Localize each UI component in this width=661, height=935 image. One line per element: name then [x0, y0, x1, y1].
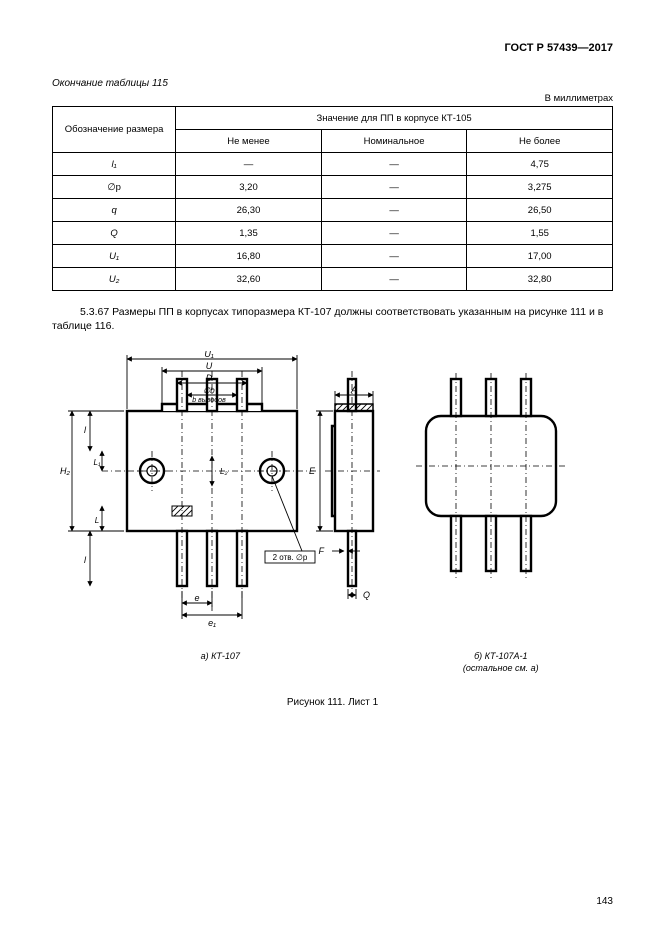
svg-text:U₁: U₁: [204, 351, 213, 359]
figure-a: U₁ U D ∅b b выводов 2 отв. ∅p: [52, 351, 392, 641]
dimensions-table: Обозначение размера Значение для ПП в ко…: [52, 106, 613, 291]
svg-text:e: e: [194, 593, 199, 603]
svg-text:D: D: [206, 373, 213, 383]
table-body: l₁ ——4,75 ∅p 3,20—3,275 q 26,30—26,50 Q …: [53, 153, 613, 291]
table-row: l₁ ——4,75: [53, 153, 613, 176]
svg-text:e₁: e₁: [208, 618, 216, 628]
table-continuation-label: Окончание таблицы 115: [52, 78, 613, 89]
svg-text:Q: Q: [363, 590, 370, 600]
svg-text:L₁: L₁: [94, 458, 101, 467]
th-symbol: Обозначение размера: [53, 107, 176, 153]
svg-text:E: E: [309, 466, 316, 476]
th-group: Значение для ПП в корпусе КТ-105: [176, 107, 613, 130]
svg-text:∅b: ∅b: [203, 386, 215, 395]
table-row: Q 1,35—1,55: [53, 222, 613, 245]
figure-caption-a: а) КТ-107: [52, 651, 389, 674]
figure-block: U₁ U D ∅b b выводов 2 отв. ∅p: [52, 351, 613, 707]
figure-caption-b: б) КТ-107А-1 (остальное см. а): [389, 651, 613, 674]
th-max: Не более: [467, 130, 613, 153]
th-nom: Номинальное: [321, 130, 467, 153]
table-row: U₂ 32,60—32,80: [53, 268, 613, 291]
svg-text:2 отв. ∅p: 2 отв. ∅p: [273, 553, 308, 562]
svg-text:L₂: L₂: [220, 467, 228, 476]
document-id: ГОСТ Р 57439—2017: [52, 42, 613, 54]
paragraph: 5.3.67 Размеры ПП в корпусах типоразмера…: [52, 305, 613, 333]
table-row: q 26,30—26,50: [53, 199, 613, 222]
svg-text:F: F: [319, 546, 325, 556]
svg-text:l: l: [84, 425, 87, 435]
table-row: U₁ 16,80—17,00: [53, 245, 613, 268]
page: ГОСТ Р 57439—2017 Окончание таблицы 115 …: [0, 0, 661, 935]
figure-b: [406, 351, 571, 641]
svg-text:H₂: H₂: [60, 466, 70, 476]
th-min: Не менее: [176, 130, 322, 153]
svg-text:U: U: [206, 361, 213, 371]
svg-text:l: l: [84, 555, 87, 565]
figure-title: Рисунок 111. Лист 1: [52, 697, 613, 708]
units-label: В миллиметрах: [52, 93, 613, 104]
page-number: 143: [596, 896, 613, 907]
svg-text:L: L: [95, 516, 99, 525]
svg-text:b выводов: b выводов: [192, 396, 226, 404]
table-row: ∅p 3,20—3,275: [53, 176, 613, 199]
svg-text:A: A: [350, 385, 357, 395]
